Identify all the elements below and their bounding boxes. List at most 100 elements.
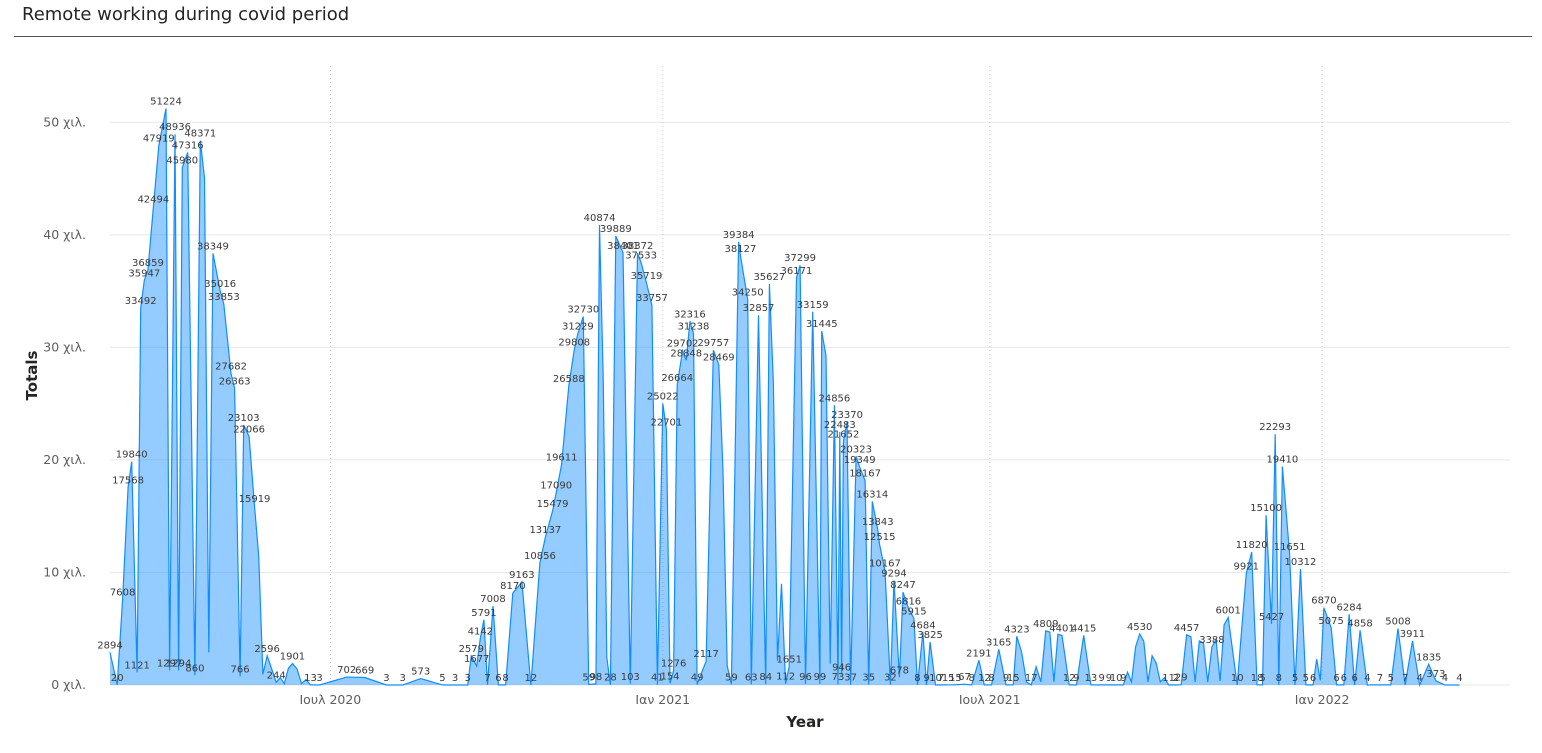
data-label: 10 — [1110, 673, 1123, 684]
data-label: 28469 — [703, 353, 735, 364]
y-tick-label: 40 χιλ. — [43, 227, 86, 242]
data-label: 19410 — [1266, 455, 1298, 466]
data-label: 63 — [745, 672, 758, 683]
data-label: 1651 — [776, 654, 801, 665]
data-label: 13137 — [529, 525, 561, 536]
data-label: 4530 — [1127, 622, 1152, 633]
data-label: 32857 — [743, 303, 775, 314]
data-label: 15479 — [537, 499, 569, 510]
data-label: 41 — [651, 673, 664, 684]
data-label: 2894 — [97, 640, 122, 651]
data-label: 15 — [1007, 673, 1020, 684]
data-label: 5427 — [1259, 612, 1284, 623]
data-label: 9921 — [1234, 561, 1259, 572]
data-label: 6 — [1351, 673, 1357, 684]
data-label: 5008 — [1385, 617, 1410, 628]
data-label: 37299 — [784, 253, 816, 264]
data-label: 29 — [1175, 673, 1188, 684]
data-label: 42494 — [137, 195, 169, 206]
data-label: 13 — [1085, 673, 1098, 684]
data-label: 3825 — [917, 630, 942, 641]
data-label: 103 — [621, 672, 640, 683]
data-label: 35016 — [204, 279, 236, 290]
data-label: 48371 — [184, 129, 216, 140]
data-label: 5915 — [901, 606, 926, 617]
data-label: 373 — [1426, 669, 1445, 680]
data-label: 5 — [1259, 673, 1265, 684]
series-area — [110, 108, 1460, 685]
data-label: 9 — [1099, 673, 1105, 684]
data-label: 26363 — [219, 376, 251, 387]
data-label: 6 — [1310, 673, 1316, 684]
data-label: 15919 — [239, 494, 271, 505]
data-label: 4 — [1364, 673, 1370, 684]
data-label: 11651 — [1274, 542, 1306, 553]
title-divider — [14, 36, 1532, 37]
data-label: 8 — [968, 673, 974, 684]
data-label: 15 — [942, 673, 955, 684]
data-label: 59 — [582, 672, 595, 683]
data-label: 19611 — [546, 452, 578, 463]
data-label: 9 — [923, 673, 929, 684]
data-label: 4457 — [1174, 623, 1199, 634]
data-label: 573 — [411, 667, 430, 678]
data-label: 3 — [452, 673, 458, 684]
data-label: 6816 — [896, 596, 921, 607]
data-label: 19840 — [116, 450, 148, 461]
data-label: 37533 — [625, 251, 657, 262]
data-label: 4858 — [1347, 618, 1372, 629]
data-label: 24856 — [818, 393, 850, 404]
data-label: 7 — [1402, 673, 1408, 684]
data-label: 10167 — [869, 559, 901, 570]
data-label: 766 — [231, 664, 250, 675]
data-label: 5075 — [1318, 616, 1343, 627]
data-label: 21652 — [828, 429, 860, 440]
data-label: 36859 — [132, 258, 164, 269]
data-label: 10 — [1231, 673, 1244, 684]
data-label: 29757 — [697, 338, 729, 349]
data-label: 22066 — [233, 425, 265, 436]
data-label: 4 — [1416, 673, 1422, 684]
data-label: 59 — [725, 672, 738, 683]
data-label: 3 — [383, 673, 389, 684]
data-label: 4 — [1442, 673, 1448, 684]
data-label: 33757 — [636, 293, 668, 304]
data-label: 26588 — [553, 374, 585, 385]
data-label: 244 — [267, 670, 286, 681]
data-label: 67 — [958, 672, 971, 683]
data-label: 45980 — [166, 156, 198, 167]
data-label: 112 — [776, 672, 795, 683]
x-tick-label: Ιουλ 2021 — [959, 692, 1021, 707]
y-tick-label: 20 χιλ. — [43, 452, 86, 467]
y-tick-label: 50 χιλ. — [43, 114, 86, 129]
data-label: 40874 — [584, 213, 616, 224]
data-label: 2579 — [459, 644, 484, 655]
data-label: 1835 — [1416, 652, 1441, 663]
data-label: 38372 — [622, 241, 654, 252]
data-label: 3911 — [1400, 629, 1425, 640]
data-label: 12 — [1063, 673, 1076, 684]
data-label: 28848 — [670, 348, 702, 359]
data-label: 15100 — [1250, 503, 1282, 514]
data-label: 84 — [759, 672, 772, 683]
data-label: 1901 — [280, 652, 305, 663]
data-label: 8 — [502, 673, 508, 684]
data-label: 9163 — [509, 570, 534, 581]
data-label: 7 — [938, 673, 944, 684]
data-label: 6 — [495, 673, 501, 684]
data-label: 73 — [832, 672, 845, 683]
data-label: 33159 — [797, 300, 829, 311]
data-label: 98 — [590, 672, 603, 683]
data-label: 22293 — [1259, 422, 1291, 433]
data-label: 35 — [862, 673, 875, 684]
data-label: 47919 — [143, 134, 175, 145]
data-label: 22483 — [824, 420, 856, 431]
data-label: 12515 — [864, 532, 896, 543]
data-label: 12 — [978, 673, 991, 684]
data-label: 6 — [1341, 673, 1347, 684]
data-label: 25022 — [647, 391, 679, 402]
data-label: 10312 — [1285, 557, 1317, 568]
x-tick-label: Ιαν 2022 — [1295, 692, 1350, 707]
chart-title: Remote working during covid period — [22, 4, 350, 25]
data-label: 4401 — [1049, 623, 1074, 634]
